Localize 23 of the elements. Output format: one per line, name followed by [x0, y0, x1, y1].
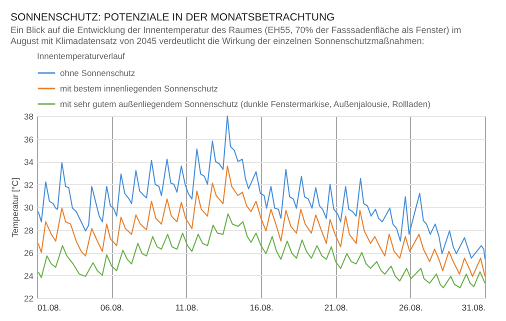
y-tick-label: 22: [24, 294, 34, 304]
x-tick-label: 21.08.: [324, 302, 348, 312]
y-tick-label: 30: [24, 202, 34, 212]
x-tick-label: 31.08.: [462, 302, 486, 312]
legend-title: Innentemperaturverlauf: [37, 51, 126, 61]
chart-subtitle: Ein Blick auf die Entwicklung der Innentemperatur des Raumes (EH55, 70% der Fasssadenfläche als Fenster) im August mit Klimadatensatz von 2045 verdeutlicht die Wirkung der einzelnen Sonnenschutzmaßnahmen:: [10, 25, 462, 46]
y-tick-label: 38: [24, 112, 34, 122]
x-tick-label: 26.08.: [399, 302, 423, 312]
x-tick-label: 16.08.: [250, 302, 274, 312]
legend-label: ohne Sonnenschutz: [60, 68, 136, 78]
chart-title: SONNENSCHUTZ: POTENZIALE IN DER MONATSBETRACHTUNG: [10, 12, 335, 24]
y-tick-label: 32: [24, 180, 34, 190]
legend-label: mit bestem innenliegenden Sonnenschutz: [60, 84, 218, 94]
legend-label: mit sehr gutem außenliegendem Sonnenschutz (dunkle Fenstermarkise, Außenjalousie, Rollladen): [60, 99, 431, 109]
y-axis-title: Temperatur [°C]: [10, 178, 20, 238]
y-tick-label: 24: [24, 270, 34, 281]
x-tick-label: 01.08.: [38, 302, 62, 312]
y-tick-label: 26: [24, 248, 34, 258]
y-tick-label: 28: [24, 225, 34, 236]
x-tick-label: 11.08.: [175, 302, 198, 312]
y-tick-label: 36: [24, 134, 34, 144]
y-tick-label: 34: [24, 157, 34, 167]
x-tick-label: 06.08.: [100, 302, 124, 312]
